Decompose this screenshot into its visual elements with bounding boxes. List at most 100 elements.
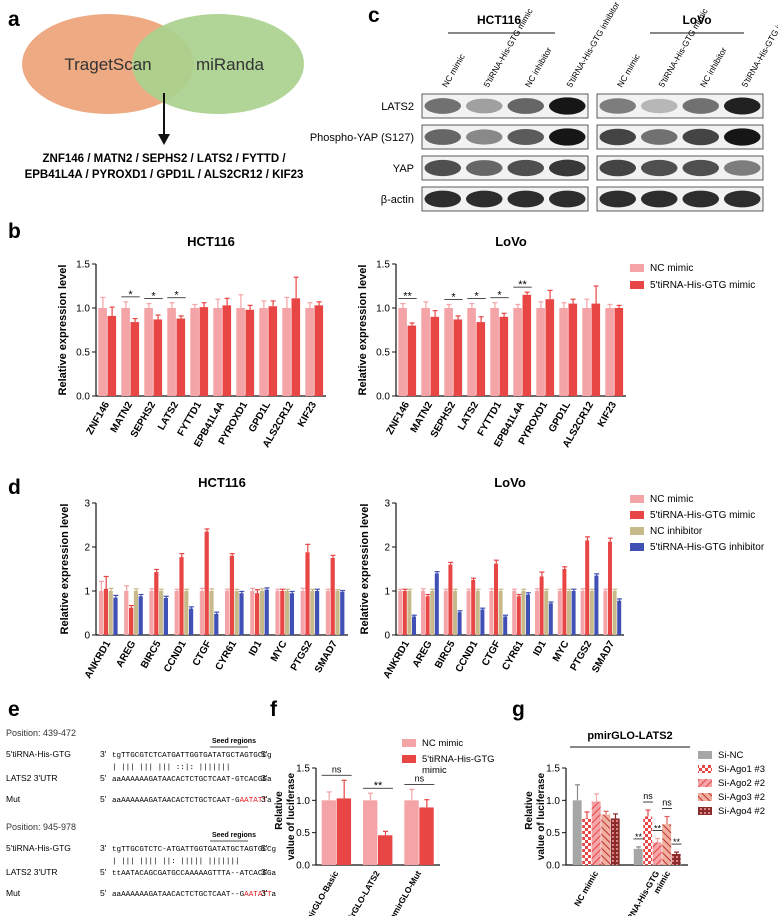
panel-label-e: e bbox=[8, 698, 20, 721]
seed-region-label: Seed regions bbox=[212, 738, 256, 745]
legend-swatch bbox=[630, 527, 644, 535]
sequence-part: | ||| ||| ||| ::|: ||||||| bbox=[112, 764, 230, 772]
bar bbox=[430, 591, 435, 635]
bar bbox=[129, 607, 134, 635]
alignment-sequence: aaAAAAAAGATAACACTCTGCTCAAT-GAATATTa bbox=[112, 797, 272, 805]
x-tick-label: CYR61 bbox=[214, 639, 240, 673]
blot-lane-label: NC inhibitor bbox=[523, 45, 554, 89]
bar bbox=[305, 308, 314, 396]
panel-a-venn: TragetScan miRanda ZNF146 / MATN2 / SEPH… bbox=[22, 14, 304, 181]
bar bbox=[398, 308, 407, 396]
alignment-end: 3' bbox=[100, 749, 107, 759]
bar bbox=[255, 593, 260, 635]
legend-label: Si-Ago2 #2 bbox=[718, 778, 765, 789]
y-tick-label: 0 bbox=[84, 631, 90, 642]
bar bbox=[580, 591, 585, 635]
x-tick-label: ID1 bbox=[247, 639, 265, 658]
bar bbox=[594, 575, 599, 635]
y-tick-label: 0 bbox=[384, 631, 390, 642]
legend-swatch bbox=[698, 765, 712, 773]
blot-band bbox=[640, 129, 678, 145]
bar bbox=[419, 807, 434, 865]
blot-band bbox=[599, 190, 637, 208]
blot-lane-label: NC mimic bbox=[615, 51, 642, 89]
panel-label-f: f bbox=[270, 698, 278, 721]
alignment-row-label: 5'tiRNA-His-GTG bbox=[6, 843, 71, 853]
x-tick-label: SMAD7 bbox=[590, 639, 617, 675]
alignment-sequence: | ||| ||| ||| ::|: ||||||| bbox=[112, 764, 230, 772]
sequence-part: | ||| |||| ||: ||||| ||||||| bbox=[112, 858, 240, 866]
bar bbox=[340, 591, 345, 635]
y-axis-label: Relative expression level bbox=[357, 265, 369, 396]
bar bbox=[282, 308, 291, 396]
chart-d-hct116: 0 1 2 3 Relative expression level HCT116 ANKRD… bbox=[59, 475, 348, 681]
bar bbox=[404, 800, 419, 865]
alignment-position: Position: 439-472 bbox=[6, 728, 76, 738]
legend-swatch bbox=[630, 264, 644, 272]
bar bbox=[571, 591, 576, 635]
blot-band bbox=[640, 190, 678, 208]
bar bbox=[184, 591, 189, 635]
bar bbox=[222, 305, 232, 396]
bar bbox=[153, 319, 163, 396]
legend-swatch bbox=[698, 807, 712, 815]
blot-row-label: Phospho-YAP (S127) bbox=[310, 132, 414, 144]
legend-label: Si-NC bbox=[718, 750, 743, 761]
bar bbox=[113, 597, 118, 635]
bar bbox=[236, 308, 245, 396]
bar bbox=[503, 616, 508, 635]
bar bbox=[325, 591, 330, 635]
sequence-part: aaAAAAAAGATAACACTCTGCTCAAT-G bbox=[112, 797, 240, 805]
y-tick-label: 2 bbox=[84, 543, 90, 554]
bar bbox=[163, 598, 168, 635]
bar bbox=[480, 609, 485, 635]
mutation-part: AATATT bbox=[240, 797, 268, 805]
significance-label: ns bbox=[643, 791, 653, 801]
x-tick-label: KIF23 bbox=[596, 400, 619, 429]
bar bbox=[336, 798, 352, 865]
bar bbox=[612, 591, 617, 635]
blot-band bbox=[723, 128, 761, 146]
bar bbox=[234, 591, 239, 635]
x-tick-label: SMAD7 bbox=[313, 639, 340, 675]
bar bbox=[99, 591, 104, 635]
x-tick-label: pmirGLO-Mut bbox=[387, 869, 423, 916]
alignment-end: 5' bbox=[100, 888, 107, 898]
bar bbox=[124, 591, 129, 635]
bar bbox=[149, 591, 154, 635]
bar bbox=[567, 591, 571, 635]
x-tick-label: CTGF bbox=[191, 639, 214, 668]
bar bbox=[617, 600, 622, 635]
bar bbox=[457, 612, 462, 635]
blot-band bbox=[599, 98, 637, 114]
bar bbox=[214, 613, 219, 635]
alignment-row-label: Mut bbox=[6, 888, 21, 898]
panel-c-western-blot: HCT116 LoVo NC mimic 5'tiRNA-His-GTG mimi… bbox=[310, 0, 778, 212]
legend-swatch bbox=[630, 511, 644, 519]
blot-band bbox=[682, 128, 720, 146]
x-tick-label: ANKRD1 bbox=[382, 639, 413, 681]
bar bbox=[190, 308, 199, 396]
x-tick-label: ZNF146 bbox=[85, 400, 113, 437]
blot-band bbox=[682, 159, 720, 177]
bar bbox=[199, 307, 209, 396]
blot-band bbox=[548, 159, 586, 177]
chart-title: LoVo bbox=[494, 475, 526, 490]
alignment-sequence: tgTTGCGTCTC-ATGATTGGTGATATGCTAGTGCCg bbox=[112, 846, 276, 854]
x-tick-label: KIF23 bbox=[296, 400, 319, 429]
y-tick-label: 1.5 bbox=[296, 764, 310, 775]
blot-band bbox=[723, 160, 761, 176]
blot-row-label: LATS2 bbox=[381, 101, 414, 113]
significance-label: ** bbox=[518, 279, 527, 291]
legend-swatch bbox=[630, 281, 644, 289]
bar bbox=[512, 591, 517, 635]
y-tick-label: 1.5 bbox=[76, 260, 90, 271]
bar bbox=[585, 540, 590, 635]
mutation-part: AATATT bbox=[244, 891, 272, 899]
significance-label: ** bbox=[673, 837, 681, 847]
bar bbox=[610, 818, 620, 865]
alignment-end: 5' bbox=[261, 843, 268, 853]
y-tick-label: 0.5 bbox=[376, 348, 390, 359]
chart-g-luciferase-ago: 0.0 0.5 1.0 1.5 Relative value of luciferase p… bbox=[524, 730, 765, 916]
